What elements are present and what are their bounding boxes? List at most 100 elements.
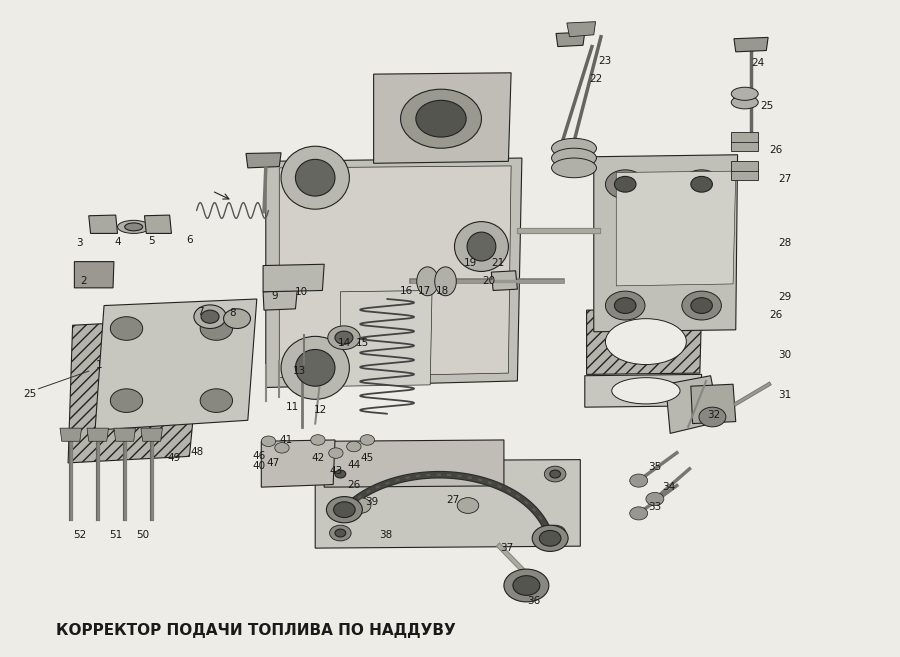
Polygon shape [145, 215, 171, 233]
Text: 7: 7 [197, 307, 203, 317]
Polygon shape [261, 440, 335, 487]
Circle shape [550, 470, 561, 478]
Circle shape [200, 317, 232, 340]
Circle shape [223, 309, 250, 328]
Text: 15: 15 [356, 338, 370, 348]
Circle shape [327, 497, 363, 523]
Text: 46: 46 [253, 451, 266, 461]
Text: 26: 26 [770, 145, 783, 155]
Circle shape [544, 525, 566, 541]
Text: 27: 27 [778, 174, 792, 184]
Ellipse shape [454, 221, 508, 271]
Text: 38: 38 [379, 530, 392, 540]
Polygon shape [263, 290, 297, 310]
Circle shape [630, 507, 648, 520]
Circle shape [400, 89, 482, 148]
Circle shape [615, 176, 636, 192]
Polygon shape [732, 161, 758, 171]
Circle shape [346, 442, 361, 452]
Circle shape [360, 435, 374, 445]
Text: 36: 36 [526, 596, 540, 606]
Polygon shape [324, 440, 504, 487]
Polygon shape [491, 271, 518, 290]
Circle shape [504, 569, 549, 602]
Ellipse shape [435, 267, 456, 296]
Text: 44: 44 [347, 460, 361, 470]
Circle shape [606, 291, 645, 320]
Circle shape [201, 310, 219, 323]
Polygon shape [68, 319, 202, 463]
Polygon shape [691, 384, 736, 424]
Ellipse shape [552, 158, 597, 177]
Polygon shape [279, 166, 511, 378]
Polygon shape [556, 32, 585, 47]
Ellipse shape [552, 139, 597, 158]
Circle shape [682, 170, 722, 198]
Text: 52: 52 [73, 530, 86, 540]
Circle shape [682, 291, 722, 320]
Polygon shape [567, 22, 596, 37]
Text: 39: 39 [365, 497, 378, 507]
Circle shape [699, 407, 726, 427]
Circle shape [334, 502, 356, 518]
Text: 41: 41 [280, 435, 293, 445]
Circle shape [329, 466, 351, 482]
Text: 35: 35 [648, 463, 662, 472]
Circle shape [274, 443, 289, 453]
Circle shape [691, 176, 713, 192]
Text: 27: 27 [446, 495, 459, 505]
Text: 25: 25 [760, 101, 774, 110]
Polygon shape [340, 290, 432, 386]
Circle shape [329, 525, 351, 541]
Circle shape [335, 470, 346, 478]
Polygon shape [141, 428, 162, 442]
Text: 25: 25 [22, 389, 36, 399]
Polygon shape [616, 171, 736, 286]
Circle shape [261, 436, 275, 447]
Text: 26: 26 [770, 310, 783, 321]
Ellipse shape [118, 220, 150, 233]
Polygon shape [95, 299, 256, 430]
Text: 8: 8 [230, 308, 236, 319]
Circle shape [416, 101, 466, 137]
Circle shape [194, 305, 226, 328]
Circle shape [550, 529, 561, 537]
Text: 2: 2 [80, 276, 86, 286]
Text: 34: 34 [662, 482, 675, 492]
Text: 21: 21 [491, 258, 504, 268]
Text: 19: 19 [464, 258, 477, 268]
Text: 31: 31 [778, 390, 792, 400]
Text: 49: 49 [167, 453, 181, 463]
Text: 10: 10 [295, 288, 309, 298]
Ellipse shape [281, 147, 349, 209]
Text: 20: 20 [482, 277, 495, 286]
Text: 40: 40 [253, 461, 266, 471]
Text: 18: 18 [436, 286, 449, 296]
Text: 32: 32 [706, 410, 720, 420]
Ellipse shape [417, 267, 438, 296]
Text: 5: 5 [148, 236, 155, 246]
Text: 17: 17 [418, 286, 431, 296]
Polygon shape [87, 428, 109, 442]
Text: 30: 30 [778, 350, 792, 360]
Circle shape [532, 525, 568, 551]
Text: КОРРЕКТОР ПОДАЧИ ТОПЛИВА ПО НАДДУВУ: КОРРЕКТОР ПОДАЧИ ТОПЛИВА ПО НАДДУВУ [57, 623, 456, 638]
Text: ОРА: ОРА [299, 298, 511, 386]
Polygon shape [587, 309, 702, 374]
Circle shape [328, 448, 343, 459]
Text: 28: 28 [778, 238, 792, 248]
Text: 16: 16 [400, 286, 413, 296]
Circle shape [111, 389, 143, 413]
Text: 4: 4 [114, 237, 121, 247]
Circle shape [615, 298, 636, 313]
Text: 9: 9 [272, 290, 278, 301]
Circle shape [544, 466, 566, 482]
Circle shape [111, 317, 143, 340]
Polygon shape [666, 376, 720, 434]
Circle shape [335, 331, 353, 344]
Polygon shape [266, 158, 522, 388]
Polygon shape [60, 428, 82, 442]
Polygon shape [315, 460, 580, 548]
Ellipse shape [295, 160, 335, 196]
Circle shape [539, 530, 561, 546]
